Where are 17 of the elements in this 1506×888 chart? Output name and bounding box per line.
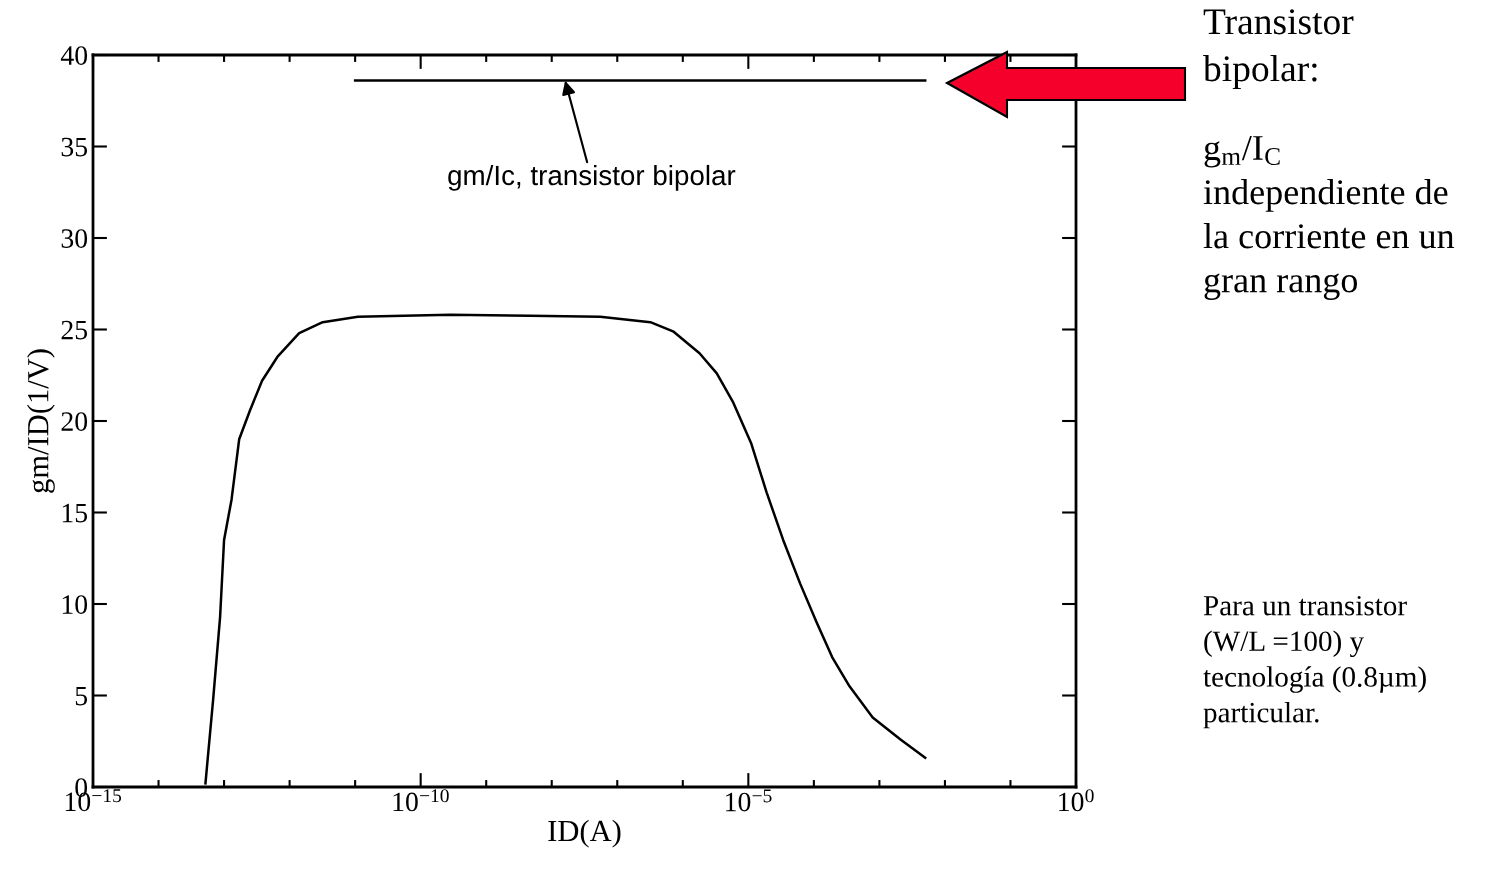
x-tick-label: 10$^{0}$ — [1059, 789, 1094, 812]
y-axis-title: gm/ID(1/V) — [27, 349, 55, 493]
y-tick-label: 5 — [75, 686, 88, 706]
text: g$_{m}$/I$_{C}$ independiente de la corriente en un gran rango — [1203, 135, 1455, 300]
y-tick-label: 30 — [61, 229, 88, 248]
text: Para un transistor (W/L =100) y tecnología (0.8µm) particular. — [1203, 595, 1426, 729]
y-tick-label: 10 — [62, 595, 88, 614]
y-tick-label: 15 — [62, 503, 88, 523]
y-tick-label: 35 — [61, 137, 88, 157]
y-tick-label: 25 — [61, 320, 88, 340]
annotation: gm/Ic, transistor bipolar — [448, 164, 736, 191]
x-axis-title: ID(A) — [548, 819, 621, 848]
x-tick-label: 10$^{−10}$ — [393, 789, 449, 812]
y-tick-label: 20 — [61, 412, 88, 431]
x-tick-label: 10$^{−5}$ — [726, 789, 772, 812]
text: Transistor bipolar: — [1203, 9, 1354, 90]
y-tick-label: 40 — [60, 46, 88, 65]
